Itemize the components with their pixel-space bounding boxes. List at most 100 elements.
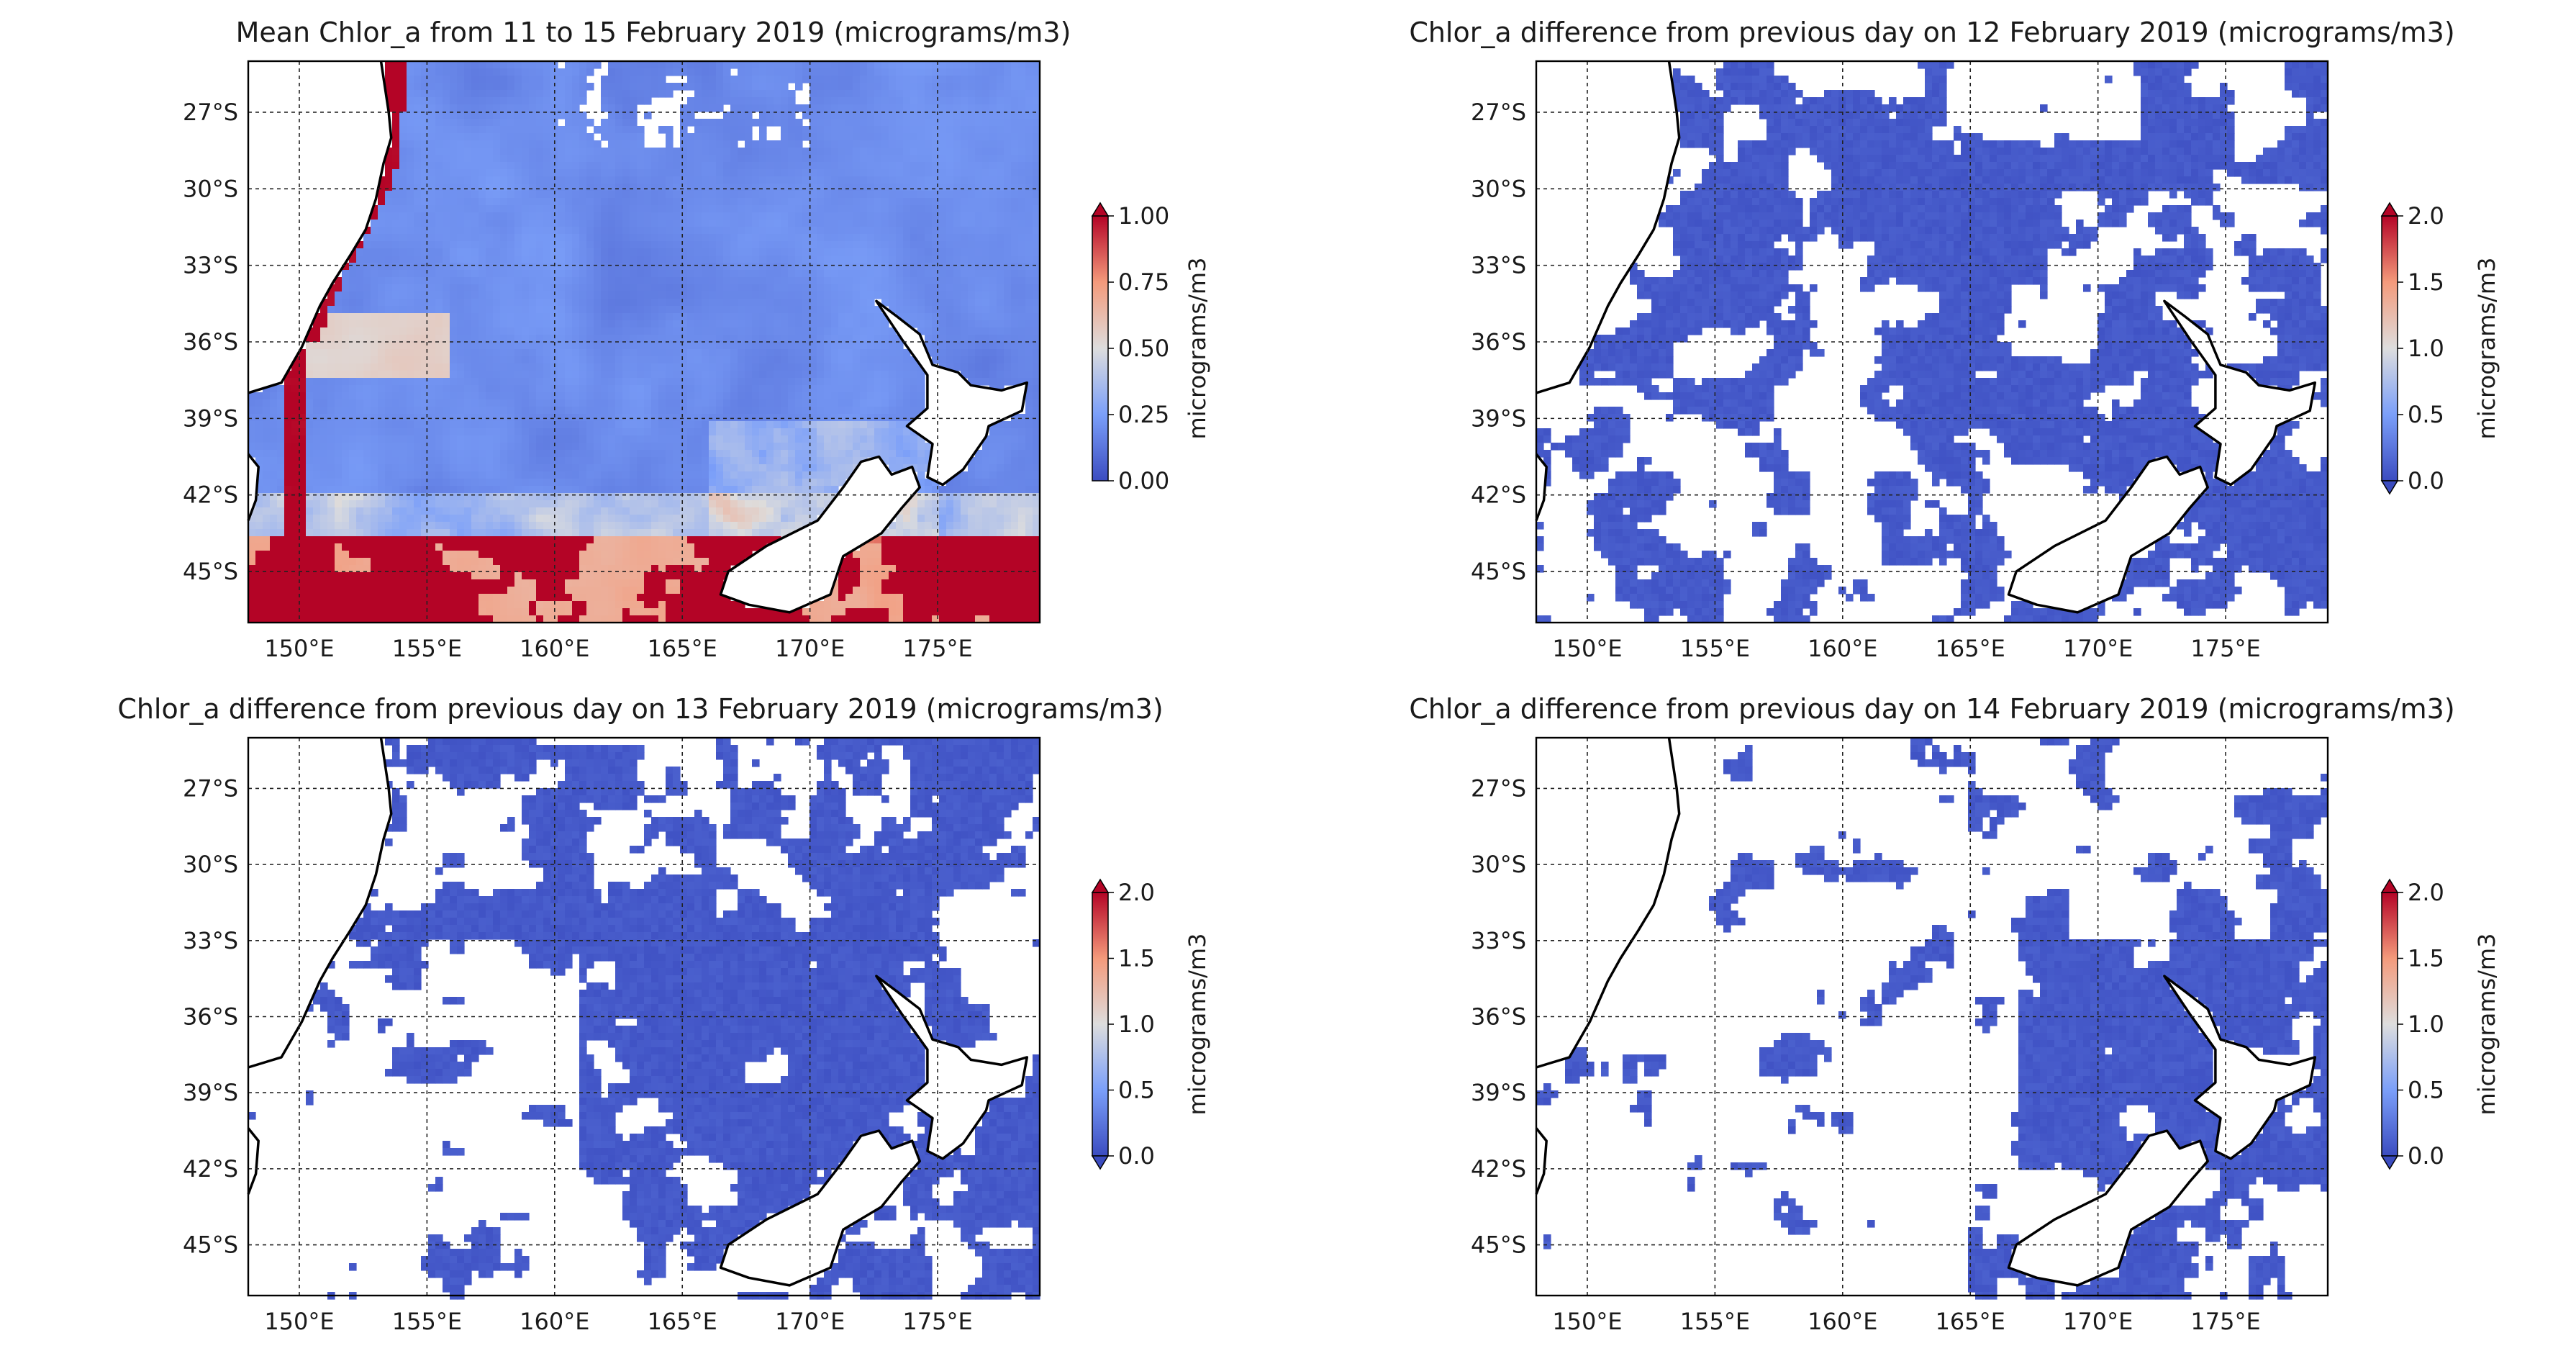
heat-cell: [687, 291, 695, 299]
heat-cell: [903, 248, 911, 256]
heat-cell: [709, 428, 717, 436]
heat-cell: [601, 399, 609, 407]
heat-cell: [299, 407, 307, 415]
heat-cell: [903, 104, 911, 112]
heat-cell: [795, 378, 803, 386]
heat-cell: [939, 299, 947, 307]
heat-cell: [867, 169, 875, 177]
heat-cell: [371, 428, 378, 436]
heat-cell: [378, 205, 386, 213]
heat-cell: [536, 342, 544, 350]
heat-cell: [709, 284, 717, 292]
heat-cell: [989, 76, 997, 83]
heat-cell: [903, 205, 911, 213]
heat-cell: [730, 212, 738, 220]
heat-cell: [946, 227, 954, 235]
heat-cell: [493, 407, 501, 415]
heat-cell: [407, 356, 414, 364]
heat-cell: [759, 140, 767, 148]
heat-cell: [702, 76, 709, 83]
heat-cell: [658, 421, 666, 429]
heat-cell: [392, 155, 400, 163]
heat-cell: [946, 212, 954, 220]
heat-cell: [702, 335, 709, 343]
heat-cell: [399, 414, 407, 422]
heat-cell: [371, 435, 378, 443]
heat-cell: [1018, 241, 1026, 249]
heat-cell: [651, 428, 659, 436]
heat-cell: [284, 407, 292, 415]
heat-cell: [824, 119, 832, 127]
heat-cell: [486, 385, 494, 393]
heat-cell: [1011, 148, 1019, 155]
heat-cell: [716, 392, 724, 400]
heat-cell: [579, 148, 587, 155]
heat-cell: [709, 148, 717, 155]
heat-cell: [910, 299, 918, 307]
heat-cell: [975, 76, 983, 83]
heat-cell: [925, 327, 933, 335]
heat-cell: [874, 169, 882, 177]
heat-cell: [824, 248, 832, 256]
heat-cell: [680, 392, 688, 400]
heat-cell: [953, 270, 961, 278]
heat-cell: [594, 227, 602, 235]
heat-cell: [774, 399, 781, 407]
heat-cell: [378, 421, 386, 429]
heat-cell: [522, 227, 530, 235]
heat-cell: [651, 191, 659, 199]
heat-cell: [824, 306, 832, 314]
heat-cell: [414, 119, 422, 127]
heat-cell: [932, 126, 940, 134]
heat-cell: [997, 234, 1004, 242]
heat-cell: [1018, 83, 1026, 91]
heat-cell: [982, 162, 990, 170]
heat-cell: [1033, 155, 1040, 163]
heat-cell: [1033, 335, 1040, 343]
heat-cell: [579, 349, 587, 357]
heat-cell: [860, 169, 868, 177]
heat-cell: [421, 112, 429, 119]
heat-cell: [622, 392, 630, 400]
heat-cell: [730, 263, 738, 271]
heat-cell: [730, 342, 738, 350]
heat-cell: [982, 313, 990, 321]
heat-cell: [414, 320, 422, 328]
heat-cell: [644, 61, 652, 69]
heat-cell: [543, 162, 551, 170]
heat-cell: [687, 97, 695, 105]
heat-cell: [759, 392, 767, 400]
heat-cell: [464, 176, 472, 184]
heat-cell: [565, 176, 573, 184]
heat-cell: [666, 306, 674, 314]
heat-cell: [673, 320, 681, 328]
heat-cell: [997, 184, 1004, 191]
heat-cell: [443, 399, 450, 407]
heat-cell: [493, 133, 501, 141]
heat-cell: [953, 68, 961, 76]
heat-cell: [349, 443, 357, 451]
heat-cell: [738, 97, 745, 105]
heat-cell: [594, 435, 602, 443]
heat-cell: [1004, 435, 1012, 443]
heat-cell: [507, 83, 515, 91]
heat-cell: [392, 61, 400, 69]
heat-cell: [917, 399, 925, 407]
heat-cell: [529, 155, 537, 163]
heat-cell: [514, 299, 522, 307]
heat-cell: [838, 392, 846, 400]
heat-cell: [781, 414, 789, 422]
heat-cell: [680, 212, 688, 220]
heat-cell: [392, 320, 400, 328]
heat-cell: [831, 291, 839, 299]
heat-cell: [831, 399, 839, 407]
heat-cell: [766, 421, 774, 429]
heat-cell: [378, 327, 386, 335]
heat-cell: [299, 385, 307, 393]
heat-cell: [306, 335, 314, 343]
heat-cell: [479, 335, 486, 343]
heat-cell: [550, 126, 558, 134]
heat-cell: [766, 119, 774, 127]
heat-cell: [925, 191, 933, 199]
heat-cell: [709, 119, 717, 127]
